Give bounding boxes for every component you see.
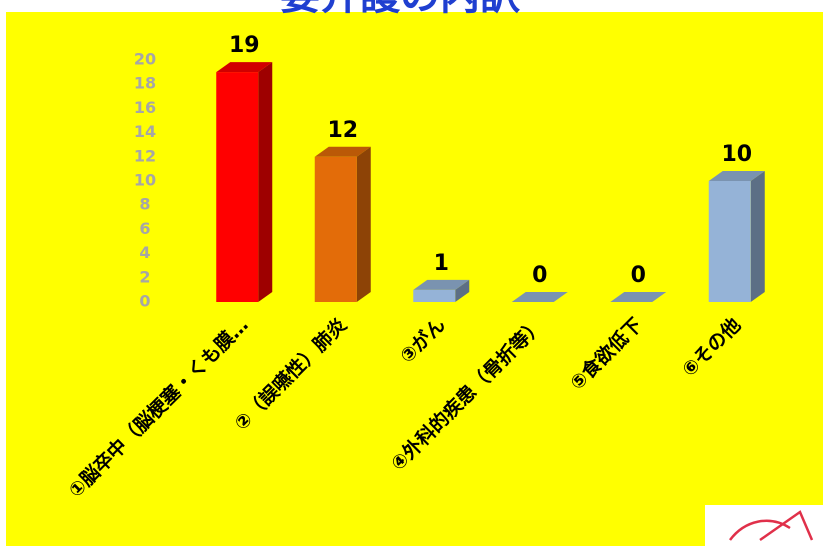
bar-top [708, 171, 765, 181]
bar-top [511, 292, 568, 302]
y-tick-label: 20 [134, 50, 156, 69]
y-tick-label: 16 [134, 98, 156, 117]
y-tick-label: 8 [139, 195, 150, 214]
y-tick-label: 4 [139, 243, 150, 262]
y-tick-label: 10 [134, 171, 156, 190]
value-label: 12 [327, 118, 358, 143]
bar [314, 156, 357, 302]
bar-side [455, 279, 470, 302]
bar [216, 72, 259, 302]
bar-side [258, 62, 273, 302]
value-label: 19 [229, 33, 260, 58]
title-band [6, 0, 823, 12]
y-tick-label: 18 [134, 74, 156, 93]
value-label: 0 [631, 263, 646, 288]
value-label: 0 [532, 263, 547, 288]
y-tick-label: 12 [134, 146, 156, 165]
y-tick-label: 2 [139, 267, 150, 286]
y-tick-label: 6 [139, 219, 150, 238]
y-tick-label: 0 [139, 292, 150, 311]
bar-top [314, 146, 371, 157]
chart-title: 要介護の内訳 [280, 0, 521, 19]
y-tick-label: 14 [134, 122, 156, 141]
bar-side [356, 146, 371, 302]
bar [413, 289, 456, 302]
bar-top [413, 279, 470, 290]
value-label: 10 [721, 142, 752, 167]
bar-top [216, 62, 273, 73]
bar [708, 181, 751, 302]
decoration [705, 505, 823, 546]
bar-top [610, 292, 667, 302]
bar-side [750, 171, 765, 302]
value-label: 1 [434, 251, 449, 276]
background [6, 12, 823, 546]
